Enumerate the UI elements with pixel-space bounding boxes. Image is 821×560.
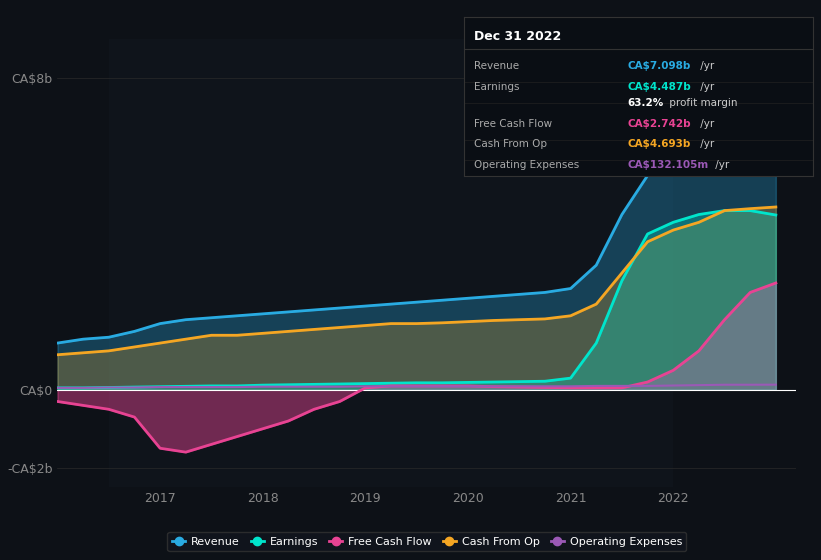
Text: Earnings: Earnings xyxy=(475,82,520,92)
Bar xyxy=(109,39,673,487)
Text: CA$4.693b: CA$4.693b xyxy=(628,139,691,150)
Text: Revenue: Revenue xyxy=(475,61,520,71)
Text: Operating Expenses: Operating Expenses xyxy=(475,160,580,170)
Text: /yr: /yr xyxy=(697,139,714,150)
Legend: Revenue, Earnings, Free Cash Flow, Cash From Op, Operating Expenses: Revenue, Earnings, Free Cash Flow, Cash … xyxy=(167,532,686,551)
Text: /yr: /yr xyxy=(697,82,714,92)
Text: Dec 31 2022: Dec 31 2022 xyxy=(475,30,562,43)
Text: CA$7.098b: CA$7.098b xyxy=(628,61,691,71)
Text: /yr: /yr xyxy=(697,61,714,71)
Text: /yr: /yr xyxy=(697,119,714,129)
Text: CA$132.105m: CA$132.105m xyxy=(628,160,709,170)
Text: Cash From Op: Cash From Op xyxy=(475,139,548,150)
Text: Free Cash Flow: Free Cash Flow xyxy=(475,119,553,129)
Text: profit margin: profit margin xyxy=(667,98,738,108)
Text: 63.2%: 63.2% xyxy=(628,98,664,108)
Text: CA$4.487b: CA$4.487b xyxy=(628,82,691,92)
Text: /yr: /yr xyxy=(713,160,730,170)
Text: CA$2.742b: CA$2.742b xyxy=(628,119,691,129)
